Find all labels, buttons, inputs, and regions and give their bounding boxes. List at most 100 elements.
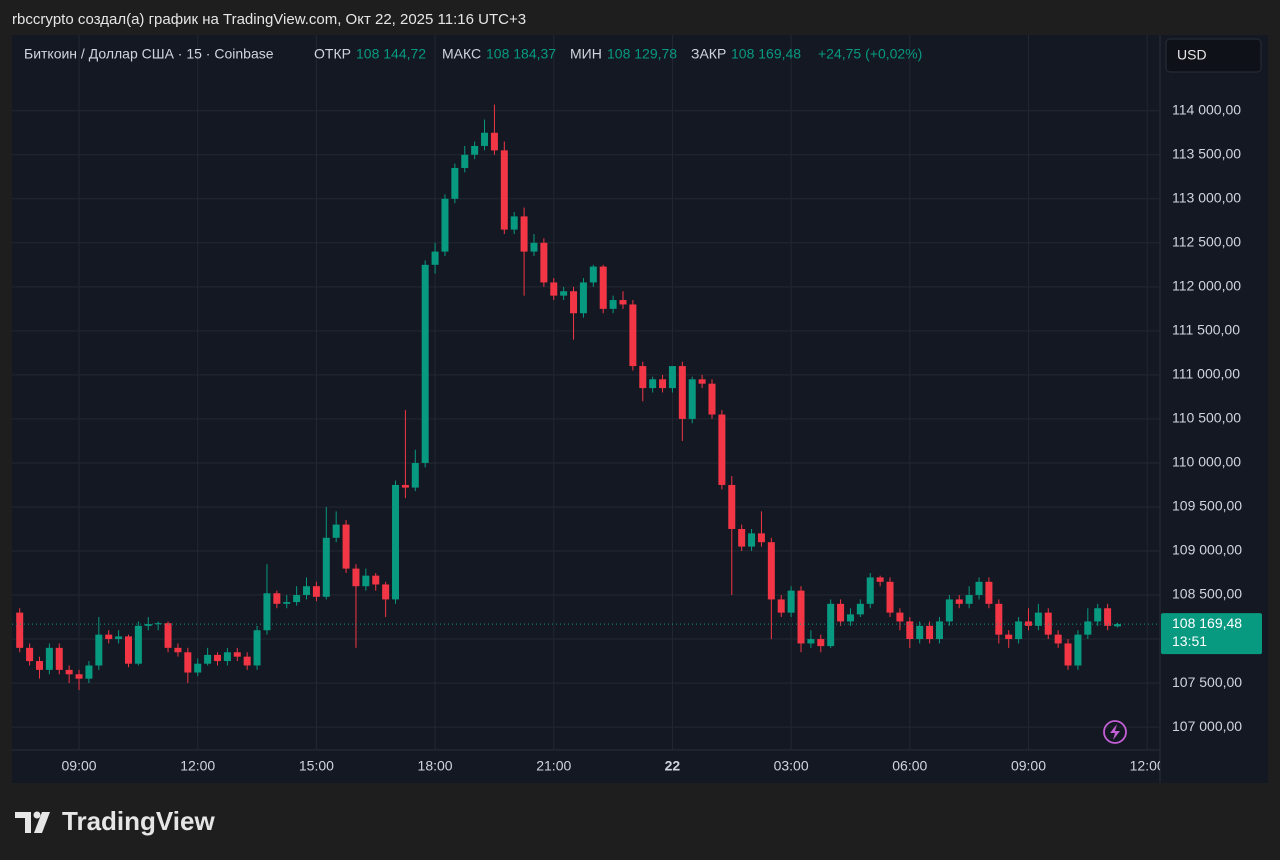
candle-body <box>45 647 53 670</box>
candle-body <box>629 304 637 367</box>
candle-body <box>233 652 241 657</box>
candle-body <box>1054 634 1062 644</box>
last-price-box <box>1161 613 1262 655</box>
candle-body <box>906 621 914 640</box>
legend-key: МАКС <box>442 46 481 62</box>
candle-body <box>718 414 726 485</box>
candle-body <box>283 602 291 604</box>
candle-body <box>945 599 953 622</box>
candle-body <box>352 568 360 587</box>
candle-body <box>253 630 261 666</box>
legend-value: 108 129,78 <box>607 46 677 62</box>
candle-body <box>797 590 805 644</box>
candle-body <box>837 603 845 622</box>
candle-body <box>876 577 884 582</box>
candle-body <box>164 623 172 648</box>
candle-body <box>935 621 943 640</box>
candle-body <box>1113 624 1121 627</box>
legend-key: ЗАКР <box>691 46 726 62</box>
candle-body <box>955 599 963 604</box>
candle-body <box>649 379 657 389</box>
candle-body <box>223 652 231 662</box>
x-tick-label: 09:00 <box>62 758 97 774</box>
legend: Биткоин / Доллар США · 15 · Coinbase ОТК… <box>24 46 922 62</box>
currency-button[interactable] <box>1165 38 1262 73</box>
candle-body <box>95 634 103 666</box>
x-tick-label: 03:00 <box>774 758 809 774</box>
candle-body <box>372 575 380 585</box>
legend-value: 108 184,37 <box>486 46 556 62</box>
x-tick-label: 22 <box>665 758 681 774</box>
candle-body <box>421 264 429 463</box>
candle-body <box>500 150 508 230</box>
y-tick-label: 109 000,00 <box>1172 542 1242 558</box>
candle-body <box>807 639 815 644</box>
brand-logo <box>15 811 50 833</box>
brand-name: TradingView <box>62 806 215 836</box>
candle-body <box>579 282 587 314</box>
x-tick-label: 18:00 <box>418 758 453 774</box>
candle-body <box>312 586 320 597</box>
x-tick-label: 09:00 <box>1011 758 1046 774</box>
y-tick-label: 109 500,00 <box>1172 498 1242 514</box>
candle-body <box>748 533 756 547</box>
x-tick-label: 06:00 <box>892 758 927 774</box>
x-tick-label: 12:00 <box>180 758 215 774</box>
candle-body <box>827 603 835 647</box>
candle-body <box>609 300 617 309</box>
lightning-icon[interactable] <box>1103 720 1127 744</box>
y-tick-label: 111 500,00 <box>1172 322 1240 338</box>
candle-body <box>392 484 400 600</box>
candle-body <box>85 665 93 679</box>
candle-body <box>263 593 271 631</box>
candle-body <box>134 625 142 664</box>
candle-body <box>1084 621 1092 635</box>
candle-body <box>184 652 192 673</box>
candle-body <box>322 537 330 597</box>
candle-body <box>688 379 696 419</box>
candle-body <box>362 575 370 587</box>
candle-body <box>75 674 83 679</box>
candle-body <box>204 654 212 664</box>
candle-body <box>975 581 983 596</box>
legend-key: МИН <box>570 46 602 62</box>
candle-body <box>886 581 894 613</box>
candle-body <box>461 154 469 168</box>
candle-body <box>1064 643 1072 666</box>
candle-body <box>678 366 686 419</box>
y-tick-label: 113 500,00 <box>1172 145 1241 161</box>
last-price-label: 108 169,48 <box>1172 615 1242 631</box>
candle-body <box>490 132 498 151</box>
candle-body <box>273 593 281 604</box>
candle-body <box>55 647 63 670</box>
candle-body <box>619 300 627 305</box>
candle-body <box>243 656 251 666</box>
candle-body <box>293 595 301 603</box>
candle-body <box>926 625 934 640</box>
candle-body <box>599 266 607 309</box>
candle-body <box>639 366 647 389</box>
x-tick-label: 12:00 <box>1130 758 1165 774</box>
candle-body <box>26 647 34 662</box>
candle-body <box>411 462 419 488</box>
y-tick-label: 110 000,00 <box>1172 454 1241 470</box>
candle-body <box>540 242 548 283</box>
candle-body <box>757 533 765 543</box>
candle-body <box>65 669 73 675</box>
candle-body <box>471 145 479 155</box>
candle-body <box>510 216 518 230</box>
legend-value: 108 169,48 <box>731 46 801 62</box>
candle-body <box>481 132 489 146</box>
y-tick-label: 112 500,00 <box>1172 234 1241 250</box>
candle-body <box>846 614 854 622</box>
candle-body <box>530 242 538 252</box>
candle-body <box>728 484 736 529</box>
currency-label[interactable]: USD <box>1177 47 1207 63</box>
candle-body <box>767 542 775 600</box>
candle-body <box>916 625 924 640</box>
y-tick-label: 108 500,00 <box>1172 586 1242 602</box>
candle-body <box>1094 608 1102 622</box>
time-axis: 09:00 12:00 15:00 18:00 21:00 22 03:00 06:00 09:… <box>62 758 1165 774</box>
